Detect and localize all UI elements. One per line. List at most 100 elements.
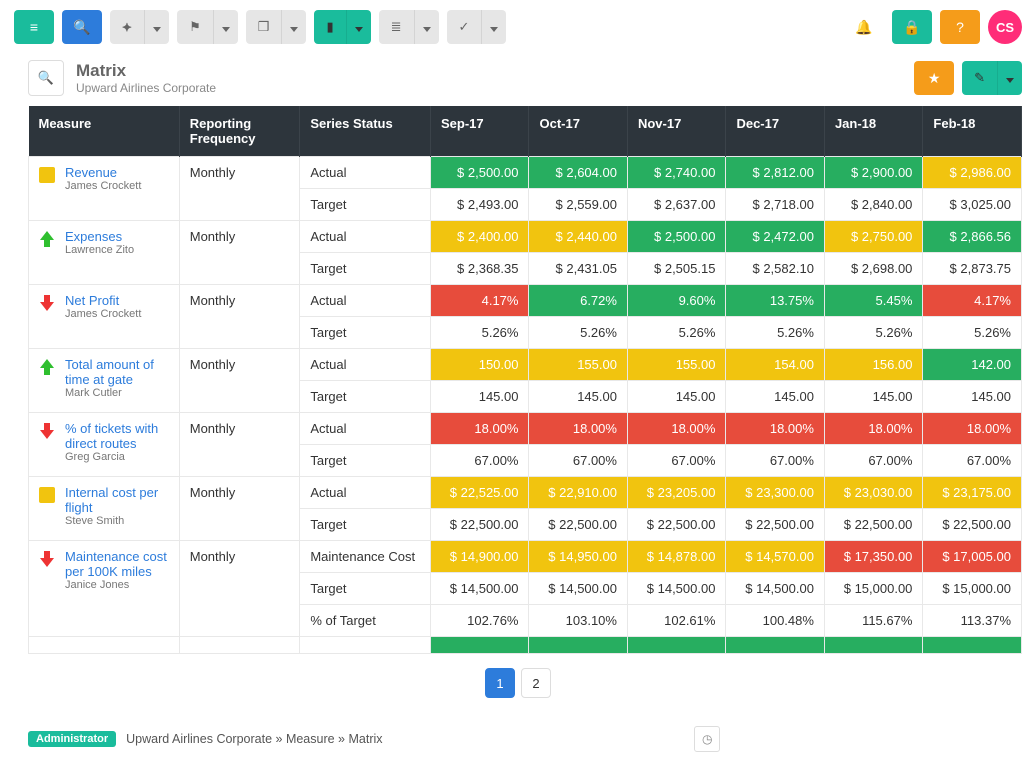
col-month: Sep-17 xyxy=(431,106,529,157)
value-cell: 155.00 xyxy=(627,349,725,381)
bars-icon: ≣ xyxy=(391,19,402,35)
page-header: 🔍 Matrix Upward Airlines Corporate ★ ✎ xyxy=(0,54,1036,106)
value-cell: 103.10% xyxy=(529,605,627,637)
value-cell: $ 2,500.00 xyxy=(627,221,725,253)
value-cell: $ 15,000.00 xyxy=(824,573,922,605)
chevron-down-icon xyxy=(222,20,230,35)
series-label: Actual xyxy=(300,413,431,445)
value-cell: $ 17,350.00 xyxy=(824,541,922,573)
value-cell: $ 2,472.00 xyxy=(726,221,824,253)
chevron-down-icon xyxy=(1006,71,1014,86)
series-label: Target xyxy=(300,189,431,221)
value-cell: 142.00 xyxy=(923,349,1022,381)
next-measure-peek xyxy=(29,637,1022,654)
history-button[interactable]: ◷ xyxy=(694,726,720,752)
series-label: Maintenance Cost xyxy=(300,541,431,573)
page-search-button[interactable]: 🔍 xyxy=(28,60,64,96)
value-cell: $ 23,300.00 xyxy=(726,477,824,509)
value-cell: 156.00 xyxy=(824,349,922,381)
value-cell: 67.00% xyxy=(431,445,529,477)
measure-link[interactable]: Maintenance cost per 100K miles xyxy=(65,549,169,579)
value-cell: 18.00% xyxy=(431,413,529,445)
table-row: Expenses Lawrence Zito Monthly Actual $ … xyxy=(29,221,1022,253)
value-cell: $ 14,950.00 xyxy=(529,541,627,573)
value-cell: 18.00% xyxy=(824,413,922,445)
value-cell: 5.26% xyxy=(824,317,922,349)
search-button[interactable]: 🔍 xyxy=(62,10,102,44)
value-cell: $ 22,500.00 xyxy=(627,509,725,541)
series-label: Target xyxy=(300,317,431,349)
measure-owner: Steve Smith xyxy=(65,515,169,527)
series-label: Actual xyxy=(300,285,431,317)
series-label: Target xyxy=(300,381,431,413)
col-month: Dec-17 xyxy=(726,106,824,157)
flag-dropdown[interactable]: ⚑ xyxy=(177,10,238,44)
org-dropdown[interactable]: ⯌ xyxy=(110,10,169,44)
value-cell: 67.00% xyxy=(824,445,922,477)
value-cell: $ 2,718.00 xyxy=(726,189,824,221)
measure-link[interactable]: Net Profit xyxy=(65,293,141,308)
breadcrumb: Upward Airlines Corporate » Measure » Ma… xyxy=(126,732,382,746)
check-dropdown[interactable]: ✓ xyxy=(447,10,507,44)
series-label: Actual xyxy=(300,477,431,509)
menu-icon: ≡ xyxy=(30,19,38,35)
crumb-measure[interactable]: Measure xyxy=(286,732,335,746)
value-cell: $ 14,570.00 xyxy=(726,541,824,573)
col-month: Feb-18 xyxy=(923,106,1022,157)
page-2[interactable]: 2 xyxy=(521,668,551,698)
menu-button[interactable]: ≡ xyxy=(14,10,54,44)
value-cell: 18.00% xyxy=(923,413,1022,445)
page-1[interactable]: 1 xyxy=(485,668,515,698)
value-cell: 102.76% xyxy=(431,605,529,637)
value-cell: $ 2,500.00 xyxy=(431,157,529,189)
notifications-button[interactable]: 🔔 xyxy=(844,10,884,44)
table-row: Internal cost per flight Steve Smith Mon… xyxy=(29,477,1022,509)
help-button[interactable]: ? xyxy=(940,10,980,44)
series-label: Target xyxy=(300,573,431,605)
measure-owner: Lawrence Zito xyxy=(65,244,134,256)
table-header-row: Measure Reporting Frequency Series Statu… xyxy=(29,106,1022,157)
measure-cell: Internal cost per flight Steve Smith xyxy=(29,477,180,541)
value-cell: $ 14,500.00 xyxy=(529,573,627,605)
value-cell: $ 17,005.00 xyxy=(923,541,1022,573)
table-row: Revenue James Crockett Monthly Actual $ … xyxy=(29,157,1022,189)
value-cell: $ 3,025.00 xyxy=(923,189,1022,221)
value-cell: $ 2,986.00 xyxy=(923,157,1022,189)
value-cell: 155.00 xyxy=(529,349,627,381)
page-subtitle: Upward Airlines Corporate xyxy=(76,81,216,95)
measure-link[interactable]: Expenses xyxy=(65,229,134,244)
edit-dropdown[interactable]: ✎ xyxy=(962,61,1022,95)
value-cell: $ 2,368.35 xyxy=(431,253,529,285)
value-cell: $ 22,500.00 xyxy=(529,509,627,541)
chevron-down-icon xyxy=(153,20,161,35)
measure-link[interactable]: Total amount of time at gate xyxy=(65,357,169,387)
lock-button[interactable]: 🔒 xyxy=(892,10,932,44)
value-cell: 145.00 xyxy=(726,381,824,413)
chevron-down-icon xyxy=(355,20,363,35)
arrow-down-icon xyxy=(39,423,55,439)
value-cell: 113.37% xyxy=(923,605,1022,637)
value-cell: 154.00 xyxy=(726,349,824,381)
value-cell: 5.26% xyxy=(726,317,824,349)
value-cell: 145.00 xyxy=(529,381,627,413)
favorite-button[interactable]: ★ xyxy=(914,61,954,95)
crumb-org[interactable]: Upward Airlines Corporate xyxy=(126,732,272,746)
cube-dropdown[interactable]: ❒ xyxy=(246,10,307,44)
value-cell: 145.00 xyxy=(431,381,529,413)
matrix-table: Measure Reporting Frequency Series Statu… xyxy=(28,106,1022,654)
measure-link[interactable]: Internal cost per flight xyxy=(65,485,169,515)
value-cell: 18.00% xyxy=(627,413,725,445)
measure-owner: Janice Jones xyxy=(65,579,169,591)
measure-link[interactable]: Revenue xyxy=(65,165,141,180)
measure-link[interactable]: % of tickets with direct routes xyxy=(65,421,169,451)
value-cell: $ 2,840.00 xyxy=(824,189,922,221)
measure-cell: Total amount of time at gate Mark Cutler xyxy=(29,349,180,413)
bars-dropdown[interactable]: ≣ xyxy=(379,10,439,44)
value-cell: $ 22,500.00 xyxy=(923,509,1022,541)
value-cell: 5.26% xyxy=(627,317,725,349)
value-cell: $ 23,205.00 xyxy=(627,477,725,509)
measure-cell: Revenue James Crockett xyxy=(29,157,180,221)
value-cell: 5.26% xyxy=(529,317,627,349)
chart-dropdown[interactable]: ▮ xyxy=(314,10,370,44)
user-avatar[interactable]: CS xyxy=(988,10,1022,44)
